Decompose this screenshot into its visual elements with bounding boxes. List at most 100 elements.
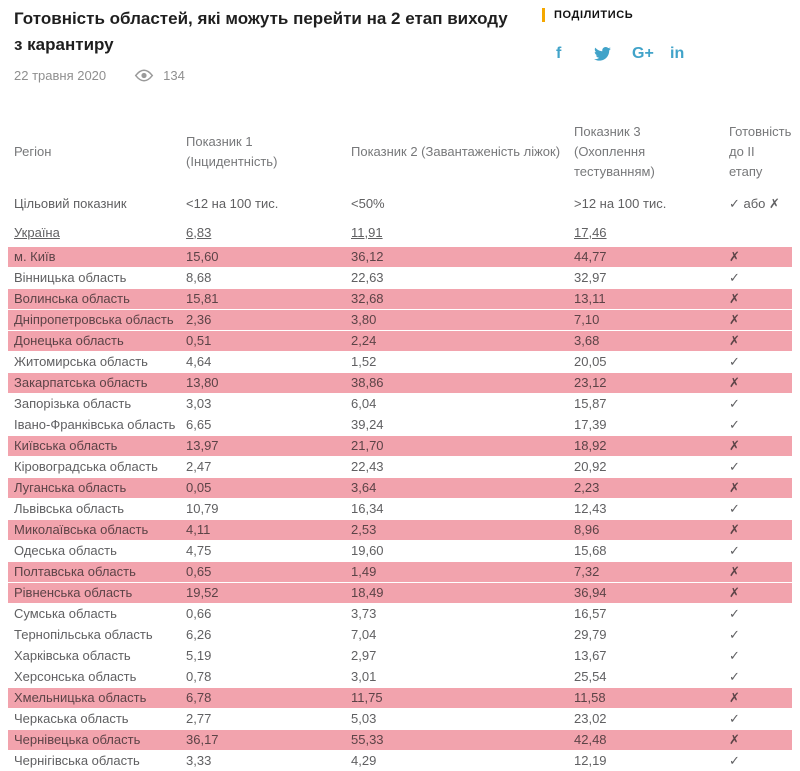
indicator-3-cell: 8,96 <box>568 519 723 541</box>
share-block: ПОДІЛИТИСЬ f G+ in <box>542 6 792 63</box>
readiness-cell: ✗ <box>723 372 792 394</box>
indicator-1-cell: 6,65 <box>180 414 345 436</box>
indicator-3-cell: 13,11 <box>568 288 723 310</box>
readiness-cell: ✓ <box>723 708 792 730</box>
indicator-2-cell: 55,33 <box>345 729 568 751</box>
region-cell: Закарпатська область <box>8 372 180 394</box>
facebook-icon[interactable]: f <box>556 45 562 62</box>
table-row: Запорізька область 3,03 6,04 15,87 ✓ <box>8 393 792 415</box>
indicator-1-cell: 4,11 <box>180 519 345 541</box>
table-body: м. Київ 15,60 36,12 44,77 ✗ Вінницька об… <box>8 246 792 771</box>
linkedin-icon[interactable]: in <box>670 45 685 62</box>
region-cell: Івано-Франківська область <box>8 414 180 436</box>
target-indicator-row: Цільовий показник <12 на 100 тис. <50% >… <box>8 188 792 218</box>
readiness-cell: ✓ <box>723 750 792 771</box>
indicator-3-cell: 16,57 <box>568 603 723 625</box>
indicator-3-cell: 29,79 <box>568 624 723 646</box>
table-row: Харківська область 5,19 2,97 13,67 ✓ <box>8 645 792 667</box>
region-cell: Тернопільська область <box>8 624 180 646</box>
region-cell: Запорізька область <box>8 393 180 415</box>
indicator-2-cell: 18,49 <box>345 582 568 604</box>
indicator-1-cell: 0,65 <box>180 561 345 583</box>
indicator-2-cell: 4,29 <box>345 750 568 771</box>
region-cell: Чернівецька область <box>8 729 180 751</box>
indicator-2-cell: 22,63 <box>345 267 568 289</box>
readiness-cell: ✓ <box>723 540 792 562</box>
indicator-1-cell: 0,78 <box>180 666 345 688</box>
indicator-2-cell: 39,24 <box>345 414 568 436</box>
indicator-2-cell: 19,60 <box>345 540 568 562</box>
indicator-3-cell: 3,68 <box>568 330 723 352</box>
region-cell: Кіровоградська область <box>8 456 180 478</box>
readiness-cell: ✗ <box>723 246 792 268</box>
region-cell: Черкаська область <box>8 708 180 730</box>
indicator-3-cell: 12,43 <box>568 498 723 520</box>
ukraine-label-link[interactable]: Україна <box>8 217 180 247</box>
indicator-1-cell: 2,36 <box>180 309 345 331</box>
target-label: Цільовий показник <box>8 188 180 218</box>
region-cell: Вінницька область <box>8 267 180 289</box>
readiness-table: Регіон Показник 1 (Інцидентність) Показн… <box>8 119 792 771</box>
table-row: Кіровоградська область 2,47 22,43 20,92 … <box>8 456 792 478</box>
indicator-1-cell: 2,77 <box>180 708 345 730</box>
indicator-1-cell: 8,68 <box>180 267 345 289</box>
ukraine-p3-link[interactable]: 17,46 <box>568 217 723 247</box>
region-cell: Полтавська область <box>8 561 180 583</box>
indicator-3-cell: 7,10 <box>568 309 723 331</box>
table-row: Львівська область 10,79 16,34 12,43 ✓ <box>8 498 792 520</box>
readiness-cell: ✓ <box>723 456 792 478</box>
table-row: Івано-Франківська область 6,65 39,24 17,… <box>8 414 792 436</box>
indicator-2-cell: 11,75 <box>345 687 568 709</box>
indicator-2-cell: 3,64 <box>345 477 568 499</box>
indicator-2-cell: 21,70 <box>345 435 568 457</box>
readiness-cell: ✓ <box>723 393 792 415</box>
readiness-cell: ✗ <box>723 288 792 310</box>
col-indicator-3: Показник 3 (Охоплення тестуванням) <box>574 123 655 179</box>
indicator-3-cell: 17,39 <box>568 414 723 436</box>
indicator-3-cell: 25,54 <box>568 666 723 688</box>
table-row: Луганська область 0,05 3,64 2,23 ✗ <box>8 477 792 499</box>
indicator-1-cell: 2,47 <box>180 456 345 478</box>
table-row: Черкаська область 2,77 5,03 23,02 ✓ <box>8 708 792 730</box>
indicator-2-cell: 22,43 <box>345 456 568 478</box>
readiness-cell: ✗ <box>723 582 792 604</box>
indicator-1-cell: 19,52 <box>180 582 345 604</box>
table-row: Вінницька область 8,68 22,63 32,97 ✓ <box>8 267 792 289</box>
table-row: Житомирська область 4,64 1,52 20,05 ✓ <box>8 351 792 373</box>
readiness-cell: ✗ <box>723 729 792 751</box>
region-cell: Донецька область <box>8 330 180 352</box>
meta-row: 22 травня 2020 134 <box>14 68 514 83</box>
indicator-1-cell: 4,75 <box>180 540 345 562</box>
table-row: Дніпропетровська область 2,36 3,80 7,10 … <box>8 309 792 331</box>
ukraine-p2-link[interactable]: 11,91 <box>345 217 568 247</box>
readiness-cell: ✓ <box>723 666 792 688</box>
target-p2: <50% <box>345 188 568 218</box>
region-cell: Житомирська область <box>8 351 180 373</box>
indicator-2-cell: 5,03 <box>345 708 568 730</box>
table-row: Херсонська область 0,78 3,01 25,54 ✓ <box>8 666 792 688</box>
indicator-2-cell: 2,97 <box>345 645 568 667</box>
share-label-row: ПОДІЛИТИСЬ <box>542 8 792 22</box>
region-cell: Волинська область <box>8 288 180 310</box>
region-cell: Херсонська область <box>8 666 180 688</box>
ukraine-p1-link[interactable]: 6,83 <box>180 217 345 247</box>
readiness-cell: ✗ <box>723 519 792 541</box>
readiness-cell: ✗ <box>723 330 792 352</box>
indicator-2-cell: 3,73 <box>345 603 568 625</box>
indicator-2-cell: 2,24 <box>345 330 568 352</box>
indicator-3-cell: 11,58 <box>568 687 723 709</box>
ukraine-ready <box>723 217 792 247</box>
indicator-3-cell: 32,97 <box>568 267 723 289</box>
indicator-2-cell: 36,12 <box>345 246 568 268</box>
header-row: Регіон Показник 1 (Інцидентність) Показн… <box>8 119 792 189</box>
table-row: Одеська область 4,75 19,60 15,68 ✓ <box>8 540 792 562</box>
google-plus-icon[interactable]: G+ <box>632 45 654 62</box>
table-row: Полтавська область 0,65 1,49 7,32 ✗ <box>8 561 792 583</box>
indicator-3-cell: 36,94 <box>568 582 723 604</box>
indicator-3-cell: 23,12 <box>568 372 723 394</box>
views-eye-icon <box>134 69 154 82</box>
indicator-1-cell: 4,64 <box>180 351 345 373</box>
readiness-cell: ✗ <box>723 687 792 709</box>
twitter-icon[interactable] <box>594 45 632 63</box>
